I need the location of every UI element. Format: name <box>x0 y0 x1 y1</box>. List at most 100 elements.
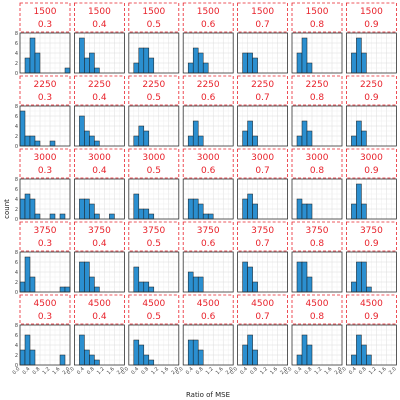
histogram-bar <box>351 281 357 293</box>
histogram-bar <box>252 135 258 147</box>
panel-border <box>291 251 343 293</box>
histogram-bar <box>242 261 248 293</box>
panel-border <box>237 324 289 366</box>
histogram-bar <box>59 354 66 366</box>
histogram-bar <box>79 198 85 220</box>
strip-label-ratio: 0.9 <box>364 312 379 322</box>
strip-label-ratio: 0.8 <box>310 166 325 176</box>
histogram-bar <box>29 198 36 220</box>
panel-border <box>291 32 343 74</box>
panel-border <box>345 105 397 147</box>
strip-label-ratio: 0.7 <box>255 93 269 103</box>
strip-label-n: 4500 <box>34 299 57 309</box>
panel-strip <box>291 2 343 33</box>
x-tick-label: 0.0 <box>338 366 348 376</box>
strip-label-ratio: 0.8 <box>310 239 325 249</box>
histogram-bar <box>197 203 204 220</box>
panel-border <box>291 324 343 366</box>
histogram-bar <box>197 135 204 147</box>
histogram-bar <box>133 135 140 147</box>
y-tick-label: 6 <box>15 41 18 47</box>
histogram-bar <box>361 52 367 74</box>
panel: 3000 0.7 <box>237 148 289 220</box>
x-axis-ticks: 0.0 0.4 0.8 1.2 1.6 2.00.0 0.4 0.8 1.2 1.6 2.00.0 0… <box>12 366 398 376</box>
histogram-bar <box>34 140 41 147</box>
panel-border <box>19 178 71 220</box>
x-tick-label: 1.6 <box>378 366 388 376</box>
histogram-bar <box>24 135 31 147</box>
histogram-bar <box>133 339 140 366</box>
strip-label-ratio: 0.6 <box>201 20 216 30</box>
panel: 1500 0.7 <box>237 2 289 74</box>
panel: 3750 0.5 <box>128 221 180 293</box>
histogram-bar <box>366 286 372 293</box>
histogram-bar <box>356 37 362 74</box>
strip-label-n: 4500 <box>197 299 220 309</box>
histogram-bar <box>148 57 155 74</box>
histogram-bar <box>94 213 100 220</box>
histogram-bar <box>24 193 31 220</box>
strip-label-ratio: 0.7 <box>255 312 269 322</box>
panel: 4500 0.6 <box>182 294 234 366</box>
histogram-bar <box>252 57 258 74</box>
histogram-bar <box>296 198 303 220</box>
histogram-bar <box>148 359 155 366</box>
strip-label-n: 3750 <box>34 226 57 236</box>
histogram-bar <box>361 130 367 147</box>
x-tick-label: 0.0 <box>120 366 130 376</box>
y-tick-label: 2 <box>15 353 18 359</box>
x-tick-label: 1.6 <box>269 366 279 376</box>
panel-strip <box>182 221 234 252</box>
strip-label-n: 3000 <box>34 153 57 163</box>
histogram-bar <box>29 349 36 366</box>
panel-border <box>237 105 289 147</box>
histogram-bar <box>192 47 199 74</box>
panel: 1500 0.8 <box>291 2 343 74</box>
panel: 3750 0.8 <box>291 221 343 293</box>
strip-label-n: 3000 <box>251 153 274 163</box>
panel: 2250 0.5 <box>128 75 180 147</box>
x-tick-label: 1.6 <box>215 366 225 376</box>
panel-strip <box>291 75 343 106</box>
strip-label-n: 2250 <box>306 80 329 90</box>
panel-border <box>19 105 71 147</box>
histogram-bar <box>143 281 150 293</box>
strip-label-ratio: 0.7 <box>255 20 269 30</box>
histogram-bar <box>296 354 303 366</box>
panel-border <box>74 251 125 293</box>
x-tick-label: 0.8 <box>86 366 96 376</box>
x-tick-label: 0.4 <box>239 366 249 376</box>
panel: 4500 0.5 <box>128 294 180 366</box>
histogram-bar <box>59 213 66 220</box>
histogram-bar <box>143 47 150 74</box>
histogram-bar <box>84 130 90 147</box>
histogram-bar <box>301 37 308 74</box>
x-tick-label: 0.8 <box>358 366 368 376</box>
histogram-bar <box>29 37 36 74</box>
y-tick-label: 0 <box>15 217 18 223</box>
panel: 3000 0.3 0 2 4 6 8 <box>15 148 71 223</box>
x-tick-label: 2.0 <box>388 366 398 376</box>
panel-border <box>345 324 397 366</box>
histogram-bar <box>301 203 308 220</box>
histogram-bar <box>133 266 140 293</box>
histogram-bar <box>361 203 367 220</box>
strip-label-ratio: 0.6 <box>201 166 216 176</box>
histogram-bar <box>138 208 145 220</box>
x-tick-label: 0.4 <box>22 366 32 376</box>
panel-strip <box>74 75 125 106</box>
strip-label-n: 3000 <box>142 153 165 163</box>
y-tick-label: 8 <box>15 104 18 110</box>
panel-border <box>345 178 397 220</box>
strip-label-ratio: 0.4 <box>92 312 107 322</box>
histogram-bar <box>89 52 95 74</box>
strip-label-n: 3750 <box>197 226 220 236</box>
histogram-bar <box>306 276 313 293</box>
histogram-bar <box>192 339 199 366</box>
strip-label-n: 3750 <box>360 226 383 236</box>
x-tick-label: 0.4 <box>294 366 304 376</box>
strip-label-ratio: 0.3 <box>38 166 52 176</box>
histogram-bar <box>306 130 313 147</box>
x-tick-label: 1.2 <box>150 366 160 376</box>
